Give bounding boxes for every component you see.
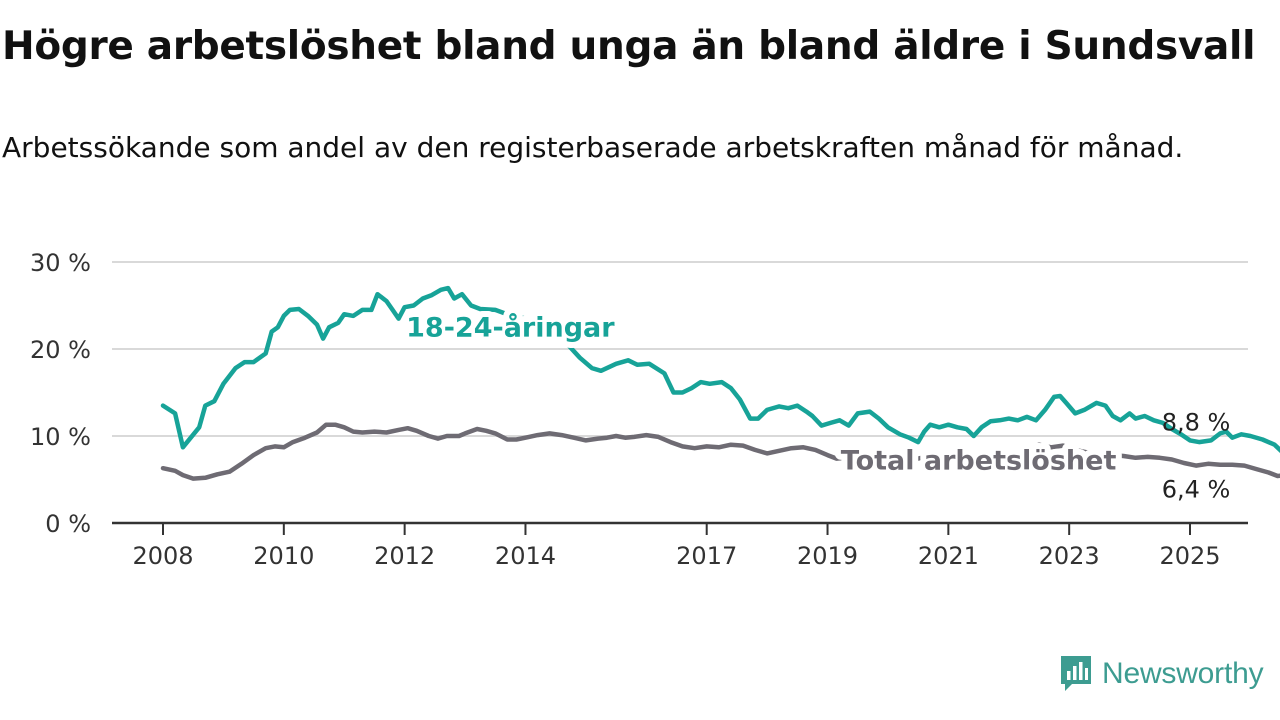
y-tick-label: 20 % [30,336,91,364]
chart-title: Högre arbetslöshet bland unga än bland ä… [2,24,1256,69]
y-tick-label: 10 % [30,423,91,451]
series-name-label: Total arbetslöshet [841,445,1117,476]
newsworthy-logo: Newsworthy [1058,654,1264,694]
series-labels: 6,4 % 8,8 % 18-24-åringar Total arbetslöshe… [400,305,1231,503]
y-tick-label: 30 % [30,249,91,277]
y-tick-label: 0 % [45,510,91,538]
newsworthy-logo-icon [1061,656,1091,691]
grid-lines [112,261,1248,437]
x-tick-label: 2023 [1039,542,1100,570]
x-tick-label: 2010 [253,542,314,570]
x-tick-label: 2021 [918,542,979,570]
x-tick-label: 2012 [374,542,435,570]
series-name-label: 18-24-åringar [406,311,615,343]
x-tick-label: 2019 [797,542,858,570]
series-line [160,422,1280,481]
chart-subtitle: Arbetssökande som andel av den registerb… [2,131,1184,164]
newsworthy-brand-name: Newsworthy [1102,657,1264,690]
series-line [160,285,1280,454]
x-tick-label: 2025 [1159,542,1220,570]
x-axis: 2008 2010 2012 2014 2017 2019 2021 2023 2025 [112,521,1248,570]
x-tick-label: 2017 [676,542,737,570]
x-tick-label: 2008 [132,542,193,570]
series-end-value-label: 6,4 % [1162,475,1231,503]
series-lines [160,285,1280,481]
x-tick-label: 2014 [495,542,556,570]
series-end-value-label: 8,8 % [1162,408,1231,436]
y-axis-tick-labels: 0 % 10 % 20 % 30 % [30,249,91,538]
